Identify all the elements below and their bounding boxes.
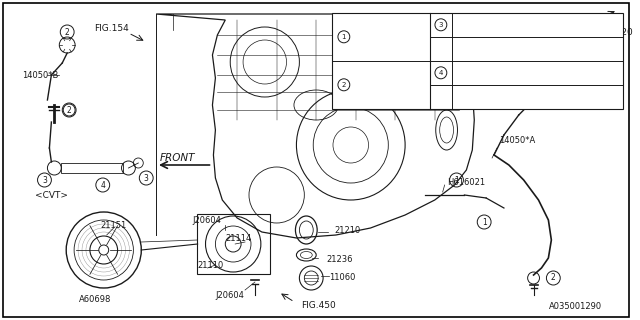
Text: F92209: F92209 (354, 32, 382, 41)
Text: 14050*A: 14050*A (499, 135, 535, 145)
Text: 0955S  (-1211): 0955S (-1211) (456, 68, 513, 77)
Text: FIG.720: FIG.720 (598, 28, 632, 36)
Text: FRONT: FRONT (160, 153, 196, 163)
Bar (332, 13, 623, 109)
Text: A60698: A60698 (79, 295, 111, 305)
Text: 3: 3 (144, 173, 148, 182)
Text: 1: 1 (454, 175, 459, 185)
Text: 21151: 21151 (100, 220, 127, 229)
Text: 2: 2 (342, 82, 346, 88)
Text: FIG.036: FIG.036 (583, 13, 618, 22)
Text: 1: 1 (482, 218, 486, 227)
Text: 21210: 21210 (334, 226, 360, 235)
Text: 21110: 21110 (198, 260, 224, 269)
Text: 3: 3 (438, 22, 443, 28)
Text: FIG.154: FIG.154 (94, 23, 129, 33)
Text: H61508  (1212-): H61508 (1212-) (456, 92, 518, 101)
Text: H616021: H616021 (447, 178, 486, 187)
Text: J20604: J20604 (216, 291, 244, 300)
Text: 2: 2 (67, 106, 72, 115)
Text: 21236: 21236 (326, 255, 353, 265)
Text: 1: 1 (342, 34, 346, 40)
Text: 4: 4 (100, 180, 105, 189)
Text: 2: 2 (65, 28, 70, 36)
Text: 3: 3 (42, 175, 47, 185)
Text: J20601: J20601 (354, 80, 380, 89)
Text: <CVT>: <CVT> (35, 190, 68, 199)
Text: FIG.450: FIG.450 (301, 300, 336, 309)
Text: F92209  (1212-): F92209 (1212-) (456, 44, 516, 53)
Text: 4: 4 (438, 70, 443, 76)
Text: 14050*B: 14050*B (22, 70, 58, 79)
Text: F91801  (-1211): F91801 (-1211) (456, 20, 516, 29)
Text: 11060: 11060 (329, 274, 355, 283)
Text: 21114: 21114 (225, 234, 252, 243)
Text: J20604: J20604 (193, 215, 221, 225)
Text: A035001290: A035001290 (549, 302, 602, 311)
Text: 2: 2 (551, 274, 556, 283)
